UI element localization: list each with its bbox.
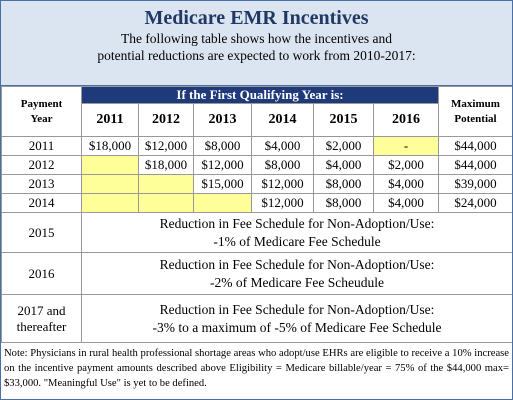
year-header: 2013 <box>193 103 252 137</box>
table-cell: $24,000 <box>438 193 512 213</box>
table-cell: $12,000 <box>193 155 252 175</box>
header: Medicare EMR Incentives The following ta… <box>1 1 512 86</box>
table-cell: $4,000 <box>373 193 439 213</box>
data-row: 2011 $18,000 $12,000 $8,000 $4,000 $2,000- $44… <box>1 136 512 156</box>
reduction-row: 2017 and thereafter Reduction in Fee Sche… <box>1 294 512 343</box>
reduction-cell: Reduction in Fee Schedule for Non-Adopti… <box>81 212 512 253</box>
empty-cell <box>81 193 139 213</box>
year-cell: 2016 <box>1 252 82 295</box>
reduction-line: Reduction in Fee Schedule for Non-Adopti… <box>159 215 435 231</box>
year-header: 2012 <box>138 103 194 137</box>
column-header: Payment Year <box>1 86 82 137</box>
incentive-table: Payment Year If the First Qualifying Year… <box>1 86 513 343</box>
table-cell: $18,000 <box>81 136 139 156</box>
year-header: 2015 <box>313 103 374 137</box>
reduction-line: Reduction in Fee Schedule for Non-Adopti… <box>159 256 435 272</box>
table-cell: $12,000 <box>251 193 314 213</box>
empty-cell <box>193 193 252 213</box>
reduction-line: Reduction in Fee Schedule for Non-Adopti… <box>159 301 435 317</box>
year-cell: 2017 and thereafter <box>1 294 82 343</box>
note: Note: Physicians in rural health profess… <box>4 348 509 389</box>
reduction-row: 2016 Reduction in Fee Schedule for Non-Ad… <box>1 252 512 295</box>
empty-cell <box>138 193 194 213</box>
empty-cell <box>81 155 139 175</box>
table-cell: $4,000 <box>251 136 314 156</box>
column-header: Maximum Potential <box>438 86 512 137</box>
table-cell: $44,000 <box>438 155 512 175</box>
data-row: 2013 $15,000 $12,000 $8,000 $4,000 $39,000 <box>1 174 512 194</box>
reduction-cell: Reduction in Fee Schedule for Non-Adopti… <box>81 294 512 343</box>
group-header: If the First Qualifying Year is: <box>81 86 439 104</box>
table-cell: $12,000 <box>138 136 194 156</box>
year-cell: 2015 <box>1 212 82 253</box>
column-header-text: Maximum Potential <box>451 97 500 125</box>
subtitle: The following table shows how the incent… <box>120 31 393 46</box>
year-header: 2014 <box>251 103 314 137</box>
table-cell: $18,000 <box>138 155 194 175</box>
table-cell: $39,000 <box>438 174 512 194</box>
table-cell: $12,000 <box>251 174 314 194</box>
data-row: 2012 $18,000 $12,000 $8,000 $4,000 $2,000 $44,… <box>1 155 512 175</box>
empty-cell <box>138 174 194 194</box>
table-cell: $2,000 <box>313 136 374 156</box>
header-row: 2011 2012 2013 2014 2015 2016 <box>2 103 513 137</box>
table-cell: $8,000 <box>193 136 252 156</box>
reduction-line: -3% to a maximum of -5% of Medicare Fee … <box>152 319 442 335</box>
year-header: 2011 <box>81 103 139 137</box>
table-cell: $8,000 <box>313 193 374 213</box>
header-row: Payment Year If the First Qualifying Year… <box>1 86 512 137</box>
reduction-line: -1% of Medicare Fee Schedule <box>213 233 381 249</box>
subtitle: potential reductions are expected to wor… <box>97 48 416 63</box>
table-cell: $44,000 <box>438 136 512 156</box>
reduction-line: -2% of Medicare Fee Scheudule <box>210 274 384 290</box>
year-header: 2016 <box>373 103 439 137</box>
reduction-row: 2015 Reduction in Fee Schedule for Non-Ad… <box>1 212 512 253</box>
table-cell: $2,000 <box>373 155 439 175</box>
table-cell: $8,000 <box>313 174 374 194</box>
reduction-cell: Reduction in Fee Schedule for Non-Adopti… <box>81 252 512 295</box>
table-cell: $4,000 <box>313 155 374 175</box>
table-cell: $15,000 <box>193 174 252 194</box>
table-cell: 2012 <box>1 155 82 175</box>
title: Medicare EMR Incentives <box>144 7 369 29</box>
data-row: 2014 $12,000 $8,000 $4,000 $24,000 <box>1 193 512 213</box>
table-cell: 2011 <box>1 136 82 156</box>
table-cell: 2013 <box>1 174 82 194</box>
table-cell: $8,000 <box>251 155 314 175</box>
empty-cell <box>81 174 139 194</box>
table-cell: - <box>373 136 439 156</box>
column-header-text: Payment Year <box>20 97 63 125</box>
table-cell: $4,000 <box>373 174 439 194</box>
table-cell: 2014 <box>1 193 82 213</box>
